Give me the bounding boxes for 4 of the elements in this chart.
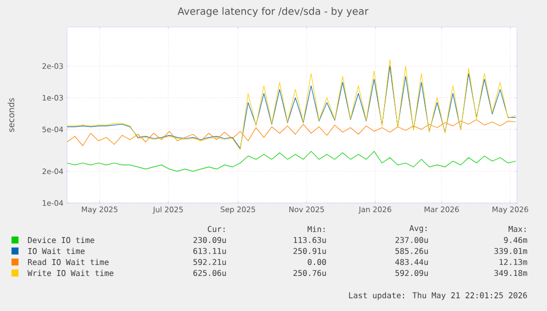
line-series (67, 119, 516, 146)
y-axis-title: seconds (8, 98, 14, 132)
chart-title: Average latency for /dev/sda - by year (178, 7, 368, 17)
line-series (67, 150, 516, 172)
